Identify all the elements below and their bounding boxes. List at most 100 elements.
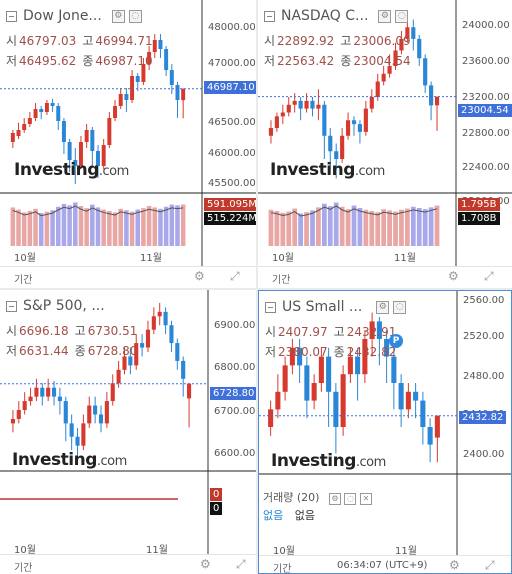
low-value: 6631.44: [19, 344, 69, 358]
settings-icon[interactable]: ⚙: [378, 9, 392, 23]
candle-body: [355, 356, 361, 375]
candle-body: [363, 108, 368, 132]
candle-body: [381, 73, 386, 82]
y-tick-label: 6700.00: [214, 406, 256, 417]
volume-bar: [16, 209, 21, 246]
gear-icon[interactable]: ⚙: [448, 269, 459, 283]
volume-bar: [169, 204, 175, 246]
nasdaq-ohlc-row2: 저 22563.42 종 23004.54: [264, 52, 417, 69]
candle-body: [345, 120, 351, 136]
chart-panel-dow[interactable]: Dow Jone... ⚙ ◌ 시 46797.03 고 46994.71 저 4649…: [0, 0, 256, 288]
candle-body: [28, 396, 33, 402]
sp500-chart-canvas[interactable]: [0, 290, 256, 574]
candle-body: [50, 103, 55, 106]
gear-icon[interactable]: ⚙: [194, 269, 205, 283]
refresh-icon[interactable]: ◌: [395, 9, 409, 23]
gear-icon[interactable]: ⚙: [449, 558, 460, 572]
period-label[interactable]: 기간: [272, 275, 291, 286]
volume-tag: 0: [210, 502, 223, 515]
candle-body: [164, 49, 169, 70]
candle-body: [107, 118, 112, 145]
y-tick-label: 6800.00: [214, 362, 256, 373]
close-value: 46987.10: [95, 54, 153, 68]
y-tick-label: 2400.00: [463, 449, 505, 460]
volume-bar: [90, 204, 95, 246]
gear-icon[interactable]: ⚙: [200, 557, 211, 571]
settings-icon[interactable]: ⚙: [328, 493, 341, 505]
candle-body: [56, 106, 61, 121]
chart-footer: 기간 ⚙ ⤢: [0, 554, 256, 574]
settings-icon[interactable]: ⚙: [111, 9, 125, 23]
candle-body: [169, 325, 174, 344]
collapse-icon[interactable]: [6, 10, 17, 22]
settings-icon[interactable]: ⚙: [376, 300, 390, 314]
collapse-icon[interactable]: [265, 301, 276, 313]
volume-bar: [345, 209, 351, 246]
candle-body: [405, 27, 410, 39]
refresh-icon[interactable]: ◌: [393, 300, 407, 314]
period-label[interactable]: 기간: [14, 563, 33, 574]
period-label[interactable]: 기간: [273, 564, 292, 574]
chart-panel-nasdaq[interactable]: NASDAQ C... ⚙ ◌ 시 22892.92 고 23006.09 저 2256…: [258, 0, 512, 288]
candle-body: [398, 383, 404, 410]
russell-chart-canvas[interactable]: [259, 291, 512, 574]
x-axis: 10월 11월: [259, 541, 457, 557]
volume-bar: [175, 205, 180, 246]
volume-bar: [21, 212, 27, 246]
russell-header: US Small ... ⚙ ◌: [265, 299, 407, 315]
refresh-icon[interactable]: ◌: [128, 9, 142, 23]
volume-bar: [78, 206, 84, 246]
volume-bar: [107, 210, 112, 246]
collapse-icon[interactable]: [264, 10, 275, 22]
refresh-icon[interactable]: ◌: [344, 493, 357, 505]
candle-body: [292, 100, 297, 105]
y-tick-label: 23600.00: [462, 56, 510, 67]
low-value: 22563.42: [277, 54, 335, 68]
chart-panel-russell[interactable]: US Small ... ⚙ ◌ 시 2407.97 고 2432.91 저 2380.…: [258, 290, 512, 574]
fullscreen-icon[interactable]: ⤢: [230, 269, 240, 283]
period-label[interactable]: 기간: [14, 275, 33, 286]
volume-bar: [387, 210, 392, 246]
candle-body: [101, 145, 106, 166]
low-key: 저: [264, 54, 276, 68]
volume-bar: [339, 206, 345, 246]
candle-body: [57, 396, 62, 402]
close-key: 종: [340, 54, 352, 68]
candle-body: [78, 142, 83, 166]
candle-body: [411, 27, 416, 39]
candle-body: [340, 135, 345, 159]
fullscreen-icon[interactable]: ⤢: [484, 269, 494, 283]
fullscreen-icon[interactable]: ⤢: [485, 558, 495, 572]
volume-ma-line: [270, 205, 438, 217]
volume-bar: [375, 212, 381, 246]
fullscreen-icon[interactable]: ⤢: [236, 557, 246, 571]
candle-body: [311, 383, 317, 401]
x-tick-label: 11월: [140, 253, 162, 264]
candle-body: [22, 401, 27, 410]
pivot-badge[interactable]: P: [389, 334, 403, 348]
high-value: 23006.09: [353, 34, 411, 48]
y-tick-label: 45500.00: [208, 178, 256, 189]
collapse-icon[interactable]: [6, 300, 17, 312]
last-price-tag: 46987.10: [204, 81, 256, 94]
volume-bar: [316, 207, 321, 246]
close-icon[interactable]: ✕: [359, 493, 372, 505]
candle-body: [84, 130, 89, 142]
candle-body: [128, 356, 133, 366]
low-value: 2380.07: [278, 345, 328, 359]
high-key: 고: [74, 324, 86, 338]
volume-bar: [118, 208, 123, 246]
low-key: 저: [6, 344, 18, 358]
candle-body: [81, 423, 86, 446]
candle-body: [22, 124, 27, 130]
close-value: 2432.82: [346, 345, 397, 359]
chart-panel-sp500[interactable]: S&P 500, ... 시 6696.18 고 6730.51 저 6631.44 종 6…: [0, 290, 256, 574]
volume-bar: [268, 209, 274, 246]
volume-bar: [298, 213, 303, 246]
open-key: 시: [264, 34, 276, 48]
y-tick-label: 48000.00: [208, 22, 256, 33]
y-tick-label: 24000.00: [462, 20, 510, 31]
nasdaq-chart-canvas[interactable]: [258, 0, 512, 288]
dow-chart-canvas[interactable]: [0, 0, 256, 288]
candle-body: [413, 391, 419, 401]
